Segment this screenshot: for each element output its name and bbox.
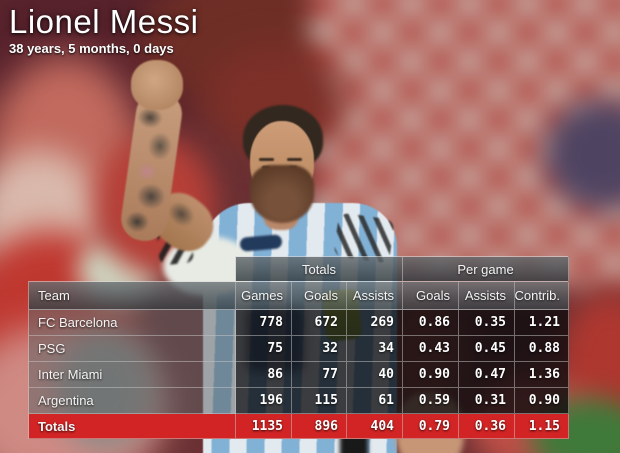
- value-cell: 34: [347, 336, 403, 362]
- value-cell: 75: [236, 336, 292, 362]
- team-cell: Inter Miami: [29, 362, 236, 388]
- player-eyebrow: [259, 158, 274, 161]
- player-name-title: Lionel Messi: [9, 3, 199, 40]
- stats-table: Totals Per game Team Games Goals Assists…: [28, 256, 569, 439]
- value-cell: 0.59: [403, 388, 459, 414]
- player-age-subtitle: 38 years, 5 months, 0 days: [9, 41, 174, 57]
- value-cell: 40: [347, 362, 403, 388]
- group-header-per-game: Per game: [403, 257, 569, 281]
- column-header-games: Games: [236, 282, 292, 310]
- value-cell: 0.45: [459, 336, 515, 362]
- team-cell: FC Barcelona: [29, 310, 236, 336]
- column-header-goals-per-game: Goals: [403, 282, 459, 310]
- group-header-totals: Totals: [236, 257, 403, 281]
- player-eyebrow: [287, 158, 302, 161]
- value-cell: 61: [347, 388, 403, 414]
- value-cell: 0.88: [515, 336, 569, 362]
- value-cell: 196: [236, 388, 292, 414]
- player-beard: [250, 165, 314, 223]
- column-header-team: Team: [29, 282, 236, 310]
- value-cell: 1.21: [515, 310, 569, 336]
- value-cell: 1.15: [515, 414, 569, 439]
- value-cell: 0.79: [403, 414, 459, 439]
- value-cell: 0.90: [515, 388, 569, 414]
- value-cell: 672: [292, 310, 347, 336]
- column-header-goals: Goals: [292, 282, 347, 310]
- value-cell: 269: [347, 310, 403, 336]
- value-cell: 404: [347, 414, 403, 439]
- value-cell: 77: [292, 362, 347, 388]
- value-cell: 0.31: [459, 388, 515, 414]
- value-cell: 896: [292, 414, 347, 439]
- team-cell: Totals: [29, 414, 236, 439]
- value-cell: 86: [236, 362, 292, 388]
- table-group-header-row: Totals Per game: [235, 256, 569, 281]
- player-header: Lionel Messi 38 years, 5 months, 0 days: [9, 3, 199, 57]
- player-raised-fist: [131, 60, 183, 110]
- value-cell: 1.36: [515, 362, 569, 388]
- value-cell: 32: [292, 336, 347, 362]
- column-header-assists-per-game: Assists: [459, 282, 515, 310]
- team-cell: PSG: [29, 336, 236, 362]
- value-cell: 0.47: [459, 362, 515, 388]
- value-cell: 0.86: [403, 310, 459, 336]
- table-grid: Team Games Goals Assists Goals Assists C…: [28, 281, 569, 439]
- value-cell: 0.43: [403, 336, 459, 362]
- column-header-assists: Assists: [347, 282, 403, 310]
- value-cell: 778: [236, 310, 292, 336]
- column-header-contrib: Contrib.: [514, 282, 569, 310]
- value-cell: 0.35: [459, 310, 515, 336]
- value-cell: 0.90: [403, 362, 459, 388]
- value-cell: 115: [292, 388, 347, 414]
- value-cell: 1135: [236, 414, 292, 439]
- value-cell: 0.36: [459, 414, 515, 439]
- team-cell: Argentina: [29, 388, 236, 414]
